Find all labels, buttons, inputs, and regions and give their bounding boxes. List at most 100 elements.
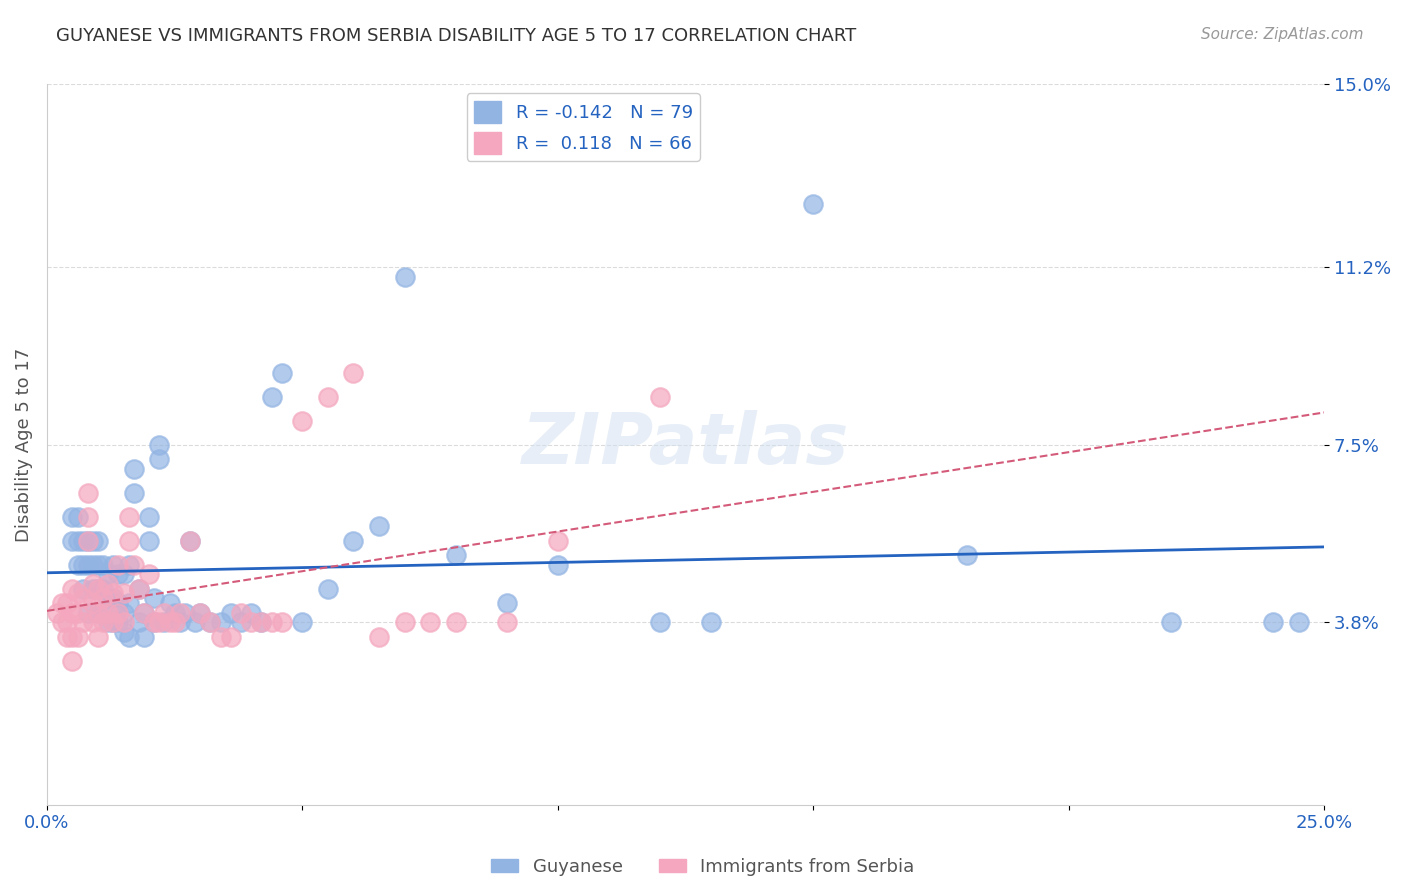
Point xyxy=(495,615,517,630)
Point xyxy=(219,606,242,620)
Point xyxy=(250,615,273,630)
Point xyxy=(82,558,104,572)
Point xyxy=(82,596,104,610)
Point xyxy=(148,437,170,451)
Point xyxy=(76,533,98,548)
Point xyxy=(112,586,135,600)
Point xyxy=(82,533,104,548)
Point xyxy=(103,615,125,630)
Point xyxy=(648,615,671,630)
Text: GUYANESE VS IMMIGRANTS FROM SERBIA DISABILITY AGE 5 TO 17 CORRELATION CHART: GUYANESE VS IMMIGRANTS FROM SERBIA DISAB… xyxy=(56,27,856,45)
Point xyxy=(143,615,166,630)
Point xyxy=(240,606,263,620)
Point xyxy=(955,548,977,562)
Point xyxy=(163,606,186,620)
Legend: R = -0.142   N = 79, R =  0.118   N = 66: R = -0.142 N = 79, R = 0.118 N = 66 xyxy=(467,94,700,161)
Point xyxy=(271,615,294,630)
Point xyxy=(112,606,135,620)
Point xyxy=(128,582,150,596)
Point xyxy=(394,615,416,630)
Point xyxy=(87,582,110,596)
Point xyxy=(117,596,139,610)
Point xyxy=(82,576,104,591)
Point xyxy=(163,615,186,630)
Point xyxy=(1160,615,1182,630)
Point xyxy=(56,615,79,630)
Point xyxy=(107,596,129,610)
Point xyxy=(91,558,114,572)
Point xyxy=(148,615,170,630)
Point xyxy=(103,591,125,606)
Point xyxy=(229,606,252,620)
Point xyxy=(87,606,110,620)
Point xyxy=(188,606,211,620)
Point xyxy=(72,582,94,596)
Point xyxy=(291,413,314,427)
Point xyxy=(169,615,191,630)
Point xyxy=(62,630,84,644)
Point xyxy=(132,606,155,620)
Point xyxy=(117,509,139,524)
Point xyxy=(128,582,150,596)
Point xyxy=(103,558,125,572)
Point xyxy=(128,615,150,630)
Point xyxy=(112,615,135,630)
Point xyxy=(76,485,98,500)
Point xyxy=(97,615,120,630)
Point xyxy=(1261,615,1284,630)
Point xyxy=(143,615,166,630)
Point xyxy=(87,606,110,620)
Point xyxy=(62,582,84,596)
Point xyxy=(56,596,79,610)
Point xyxy=(342,366,364,380)
Point xyxy=(173,606,195,620)
Point xyxy=(122,485,145,500)
Point xyxy=(103,615,125,630)
Point xyxy=(103,586,125,600)
Point xyxy=(117,533,139,548)
Point xyxy=(122,558,145,572)
Point xyxy=(62,654,84,668)
Point xyxy=(91,615,114,630)
Point xyxy=(46,606,69,620)
Point xyxy=(51,596,73,610)
Point xyxy=(112,624,135,639)
Point xyxy=(138,567,160,582)
Y-axis label: Disability Age 5 to 17: Disability Age 5 to 17 xyxy=(15,347,32,541)
Point xyxy=(76,509,98,524)
Point xyxy=(117,558,139,572)
Text: Source: ZipAtlas.com: Source: ZipAtlas.com xyxy=(1201,27,1364,42)
Point xyxy=(122,461,145,475)
Point xyxy=(240,615,263,630)
Point xyxy=(153,606,176,620)
Point xyxy=(107,567,129,582)
Point xyxy=(72,615,94,630)
Point xyxy=(87,582,110,596)
Point xyxy=(72,558,94,572)
Point xyxy=(82,615,104,630)
Point xyxy=(148,452,170,467)
Point xyxy=(82,582,104,596)
Point xyxy=(66,533,89,548)
Point xyxy=(72,591,94,606)
Point xyxy=(97,606,120,620)
Point xyxy=(260,615,283,630)
Point xyxy=(229,615,252,630)
Point xyxy=(138,509,160,524)
Point xyxy=(700,615,723,630)
Point xyxy=(184,615,207,630)
Point xyxy=(138,533,160,548)
Point xyxy=(1288,615,1310,630)
Point xyxy=(316,390,339,404)
Point xyxy=(648,390,671,404)
Point xyxy=(107,606,129,620)
Point xyxy=(97,567,120,582)
Point xyxy=(87,630,110,644)
Point xyxy=(260,390,283,404)
Point xyxy=(159,596,181,610)
Point xyxy=(62,606,84,620)
Point xyxy=(200,615,222,630)
Point xyxy=(87,533,110,548)
Point xyxy=(66,606,89,620)
Point xyxy=(87,558,110,572)
